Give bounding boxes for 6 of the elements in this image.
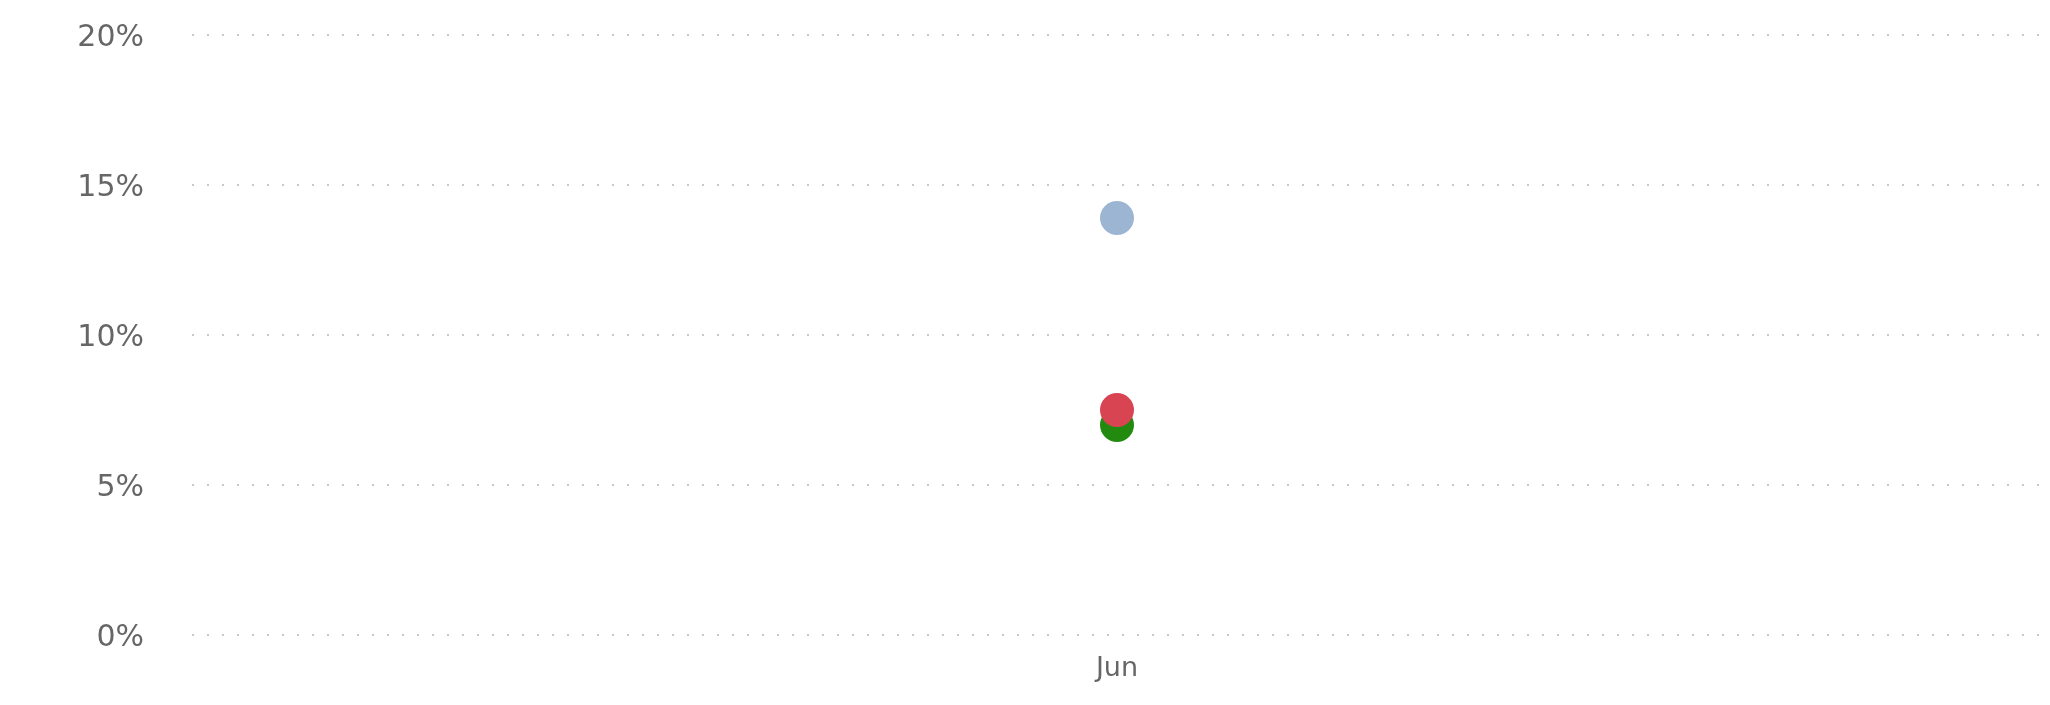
y-tick-label: 20% [77,17,144,53]
x-tick-label: Jun [1093,651,1139,683]
y-tick-label: 0% [96,617,144,653]
y-tick-label: 5% [96,467,144,503]
y-tick-label: 10% [77,317,144,353]
y-tick-label: 15% [77,167,144,203]
